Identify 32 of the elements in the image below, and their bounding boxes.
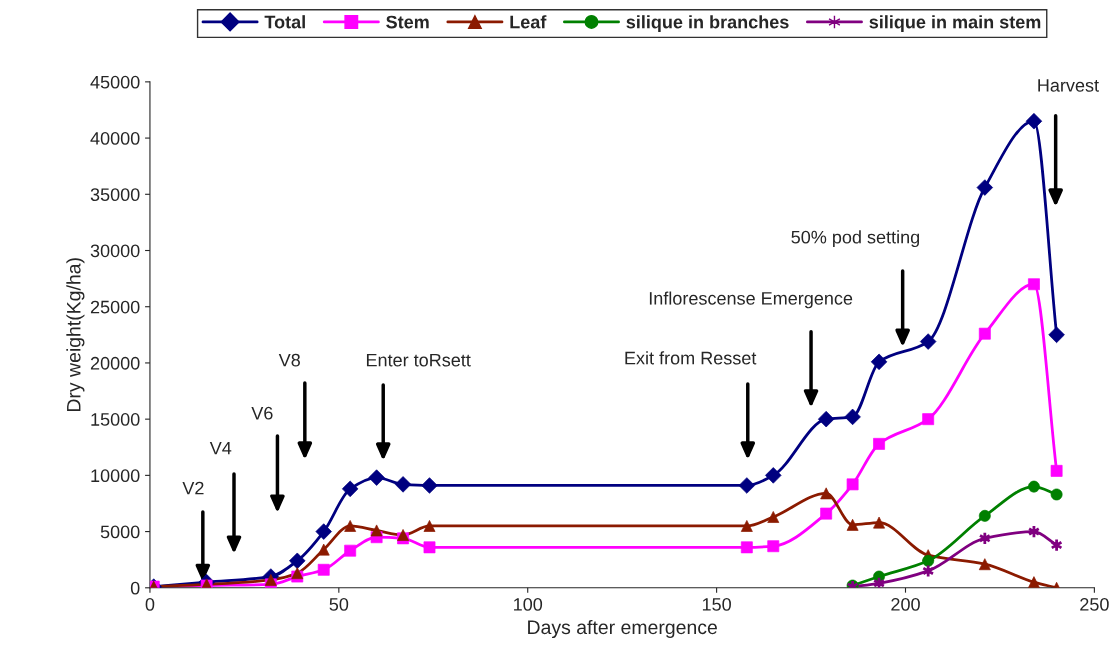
annotation: V2 [182, 481, 204, 495]
x-tick-label: 50 [329, 597, 349, 611]
annotation: V6 [251, 406, 273, 420]
legend-label: silique in branches [626, 15, 789, 32]
annotation: Exit from Resset [625, 351, 757, 365]
annotation: V8 [278, 353, 300, 367]
y-tick-label: 15000 [91, 413, 140, 426]
y-tick-label: 10000 [91, 469, 140, 483]
y-tick-label: 5000 [100, 525, 140, 539]
y-tick-label: 45000 [90, 75, 140, 89]
x-tick-label: 100 [514, 597, 543, 611]
legend-label: Leaf [510, 15, 547, 29]
legend-label: Stem [386, 15, 429, 29]
y-tick-label: 40000 [90, 132, 140, 145]
x-axis-title: Days after emergence [528, 619, 717, 639]
annotation: V4 [209, 441, 232, 455]
x-tick-label: 0 [145, 597, 155, 611]
x-tick-label: 250 [1080, 597, 1109, 611]
x-tick-label: 200 [891, 597, 920, 611]
x-tick-label: 150 [702, 597, 731, 611]
legend-label: Total [264, 15, 305, 29]
annotation: Enter toRsett [366, 353, 471, 367]
y-tick-label: 35000 [90, 188, 140, 202]
annotation: Harvest [1038, 79, 1099, 92]
y-tick-label: 20000 [90, 356, 140, 370]
annotation: Inflorescense Emergence [649, 291, 853, 309]
y-axis-title: Dry weight(Kg/ha) [66, 258, 85, 412]
y-tick-label: 25000 [90, 300, 140, 314]
y-tick-label: 0 [130, 581, 140, 595]
y-tick-label: 30000 [90, 244, 140, 258]
annotation: 50% pod setting [791, 230, 920, 248]
legend-label: silique in main stem [869, 15, 1041, 32]
